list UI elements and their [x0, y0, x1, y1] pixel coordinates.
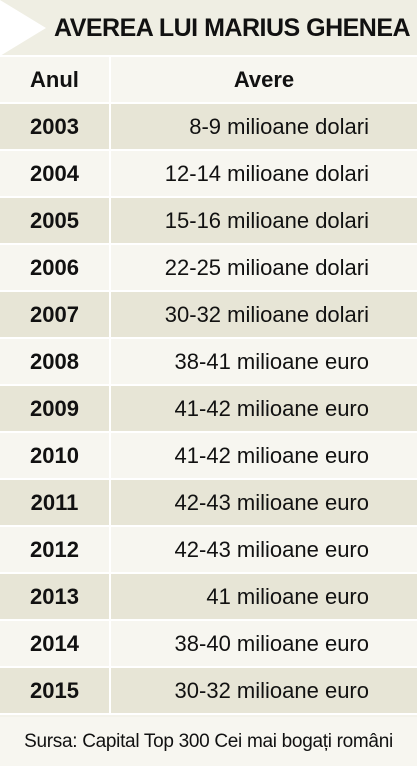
- table-row: 2014 38-40 milioane euro: [0, 620, 417, 668]
- year-cell: 2010: [0, 432, 111, 480]
- year-cell: 2011: [0, 479, 111, 527]
- table-row: 2008 38-41 milioane euro: [0, 338, 417, 386]
- table-row: 2006 22-25 milioane dolari: [0, 244, 417, 292]
- infobox-title: AVEREA LUI MARIUS GHENEA: [54, 14, 411, 42]
- year-cell: 2003: [0, 103, 111, 151]
- year-cell: 2009: [0, 385, 111, 433]
- source-note: Sursa: Capital Top 300 Cei mai bogați ro…: [0, 717, 417, 766]
- table-header-row: Anul Avere: [0, 57, 417, 104]
- wealth-cell: 38-40 milioane euro: [110, 620, 417, 668]
- wealth-cell: 42-43 milioane euro: [110, 479, 417, 527]
- year-cell: 2007: [0, 291, 111, 339]
- year-cell: 2012: [0, 526, 111, 574]
- wealth-cell: 8-9 milioane dolari: [110, 103, 417, 151]
- wealth-cell: 38-41 milioane euro: [110, 338, 417, 386]
- table-row: 2009 41-42 milioane euro: [0, 385, 417, 433]
- wealth-cell: 41-42 milioane euro: [110, 385, 417, 433]
- table-row: 2011 42-43 milioane euro: [0, 479, 417, 527]
- year-cell: 2015: [0, 667, 111, 715]
- year-cell: 2006: [0, 244, 111, 292]
- table-row: 2005 15-16 milioane dolari: [0, 197, 417, 245]
- table-row: 2007 30-32 milioane dolari: [0, 291, 417, 339]
- wealth-cell: 30-32 milioane dolari: [110, 291, 417, 339]
- table-row: 2012 42-43 milioane euro: [0, 526, 417, 574]
- column-header-year: Anul: [0, 57, 111, 104]
- wealth-table: Anul Avere 2003 8-9 milioane dolari 2004 12…: [0, 57, 417, 715]
- wealth-cell: 15-16 milioane dolari: [110, 197, 417, 245]
- wealth-cell: 30-32 milioane euro: [110, 667, 417, 715]
- year-cell: 2013: [0, 573, 111, 621]
- wealth-cell: 22-25 milioane dolari: [110, 244, 417, 292]
- wealth-cell: 41 milioane euro: [110, 573, 417, 621]
- wealth-cell: 12-14 milioane dolari: [110, 150, 417, 198]
- table-row: 2010 41-42 milioane euro: [0, 432, 417, 480]
- table-body: 2003 8-9 milioane dolari 2004 12-14 milioan…: [0, 103, 417, 715]
- year-cell: 2014: [0, 620, 111, 668]
- title-bar: AVEREA LUI MARIUS GHENEA: [0, 0, 417, 57]
- table-row: 2015 30-32 milioane euro: [0, 667, 417, 715]
- column-header-wealth: Avere: [110, 57, 417, 104]
- arrow-icon: [0, 0, 46, 56]
- table-row: 2004 12-14 milioane dolari: [0, 150, 417, 198]
- table-row: 2003 8-9 milioane dolari: [0, 103, 417, 151]
- wealth-cell: 42-43 milioane euro: [110, 526, 417, 574]
- year-cell: 2004: [0, 150, 111, 198]
- year-cell: 2008: [0, 338, 111, 386]
- year-cell: 2005: [0, 197, 111, 245]
- wealth-cell: 41-42 milioane euro: [110, 432, 417, 480]
- table-row: 2013 41 milioane euro: [0, 573, 417, 621]
